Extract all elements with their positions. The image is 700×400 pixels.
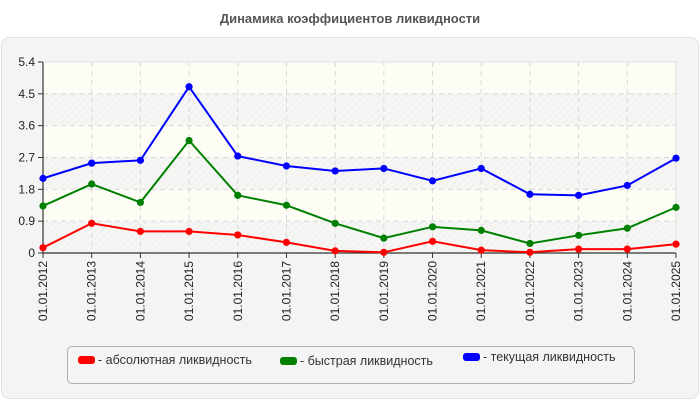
y-tick-label: 1.8: [18, 182, 35, 196]
data-point[interactable]: [185, 136, 193, 145]
plot-background: [43, 62, 676, 253]
data-point[interactable]: [234, 152, 242, 160]
data-point[interactable]: [331, 247, 339, 255]
y-tick-label: 0.9: [18, 214, 35, 228]
data-point[interactable]: [672, 240, 680, 248]
data-point[interactable]: [428, 237, 437, 245]
y-tick-label: 0: [28, 246, 35, 260]
data-point[interactable]: [88, 219, 96, 227]
data-point[interactable]: [185, 83, 193, 91]
x-tick-label: 01.01.2022: [523, 261, 537, 321]
data-point[interactable]: [39, 174, 47, 182]
data-point[interactable]: [136, 198, 144, 207]
x-axis-labels: 01.01.2012 01.01.2013 01.01.2014 01.01.2015…: [36, 261, 683, 321]
data-point[interactable]: [526, 190, 534, 198]
data-point[interactable]: [380, 164, 388, 173]
x-tick-label: 01.01.2013: [85, 261, 99, 321]
x-tick-label: 01.01.2018: [328, 261, 342, 321]
data-point[interactable]: [477, 164, 485, 173]
data-point[interactable]: [282, 238, 291, 246]
data-point[interactable]: [477, 246, 485, 254]
data-point[interactable]: [136, 227, 144, 236]
legend-swatch-red: [78, 356, 95, 364]
series-line: [42, 138, 677, 245]
data-point[interactable]: [185, 227, 193, 236]
data-point[interactable]: [331, 219, 339, 227]
data-point[interactable]: [380, 234, 388, 242]
axes: [38, 61, 677, 258]
x-tick-label: 01.01.2012: [36, 261, 50, 321]
x-tick-label: 01.01.2014: [133, 261, 147, 321]
data-point[interactable]: [623, 181, 631, 190]
x-tick-label: 01.01.2024: [620, 261, 634, 321]
data-point[interactable]: [88, 159, 96, 167]
data-point[interactable]: [575, 191, 583, 199]
data-point[interactable]: [672, 203, 680, 211]
legend-item-quick: - быстрая ликвидность: [280, 354, 433, 368]
data-point[interactable]: [234, 191, 242, 199]
legend-swatch-blue: [463, 353, 480, 361]
data-point[interactable]: [428, 223, 437, 231]
data-series: [39, 83, 680, 256]
x-tick-label: 01.01.2023: [572, 261, 586, 321]
x-tick-label: 01.01.2020: [426, 261, 440, 321]
x-tick-label: 01.01.2021: [474, 261, 488, 321]
chart-title: Динамика коэффициентов ликвидности: [219, 11, 481, 26]
legend-label: - абсолютная ликвидность: [98, 353, 252, 367]
data-point[interactable]: [39, 202, 47, 210]
legend-swatch-green: [280, 357, 297, 365]
data-point[interactable]: [331, 167, 339, 175]
x-tick-label: 01.01.2025: [669, 261, 683, 321]
x-tick-label: 01.01.2017: [279, 261, 293, 321]
x-tick-label: 01.01.2019: [377, 261, 391, 321]
legend-label: - быстрая ликвидность: [300, 354, 433, 368]
data-point[interactable]: [380, 248, 388, 256]
data-point[interactable]: [623, 245, 631, 253]
legend-item-absolute: - абсолютная ликвидность: [78, 353, 252, 367]
legend-item-current: - текущая ликвидность: [463, 350, 616, 364]
legend-label: - текущая ликвидность: [483, 350, 616, 364]
x-tick-label: 01.01.2016: [231, 261, 245, 321]
data-point[interactable]: [234, 231, 242, 239]
y-tick-label: 5.4: [18, 55, 35, 69]
data-point[interactable]: [88, 180, 96, 188]
data-point[interactable]: [575, 231, 583, 239]
legend: - абсолютная ликвидность - быстрая ликви…: [67, 346, 635, 384]
data-point[interactable]: [136, 156, 144, 164]
data-point[interactable]: [282, 162, 291, 170]
y-tick-label: 2.7: [18, 151, 35, 165]
y-tick-label: 3.6: [18, 119, 35, 133]
data-point[interactable]: [477, 226, 485, 234]
data-point[interactable]: [672, 154, 680, 162]
series-line: [42, 84, 677, 197]
series-line: [42, 222, 677, 254]
y-tick-label: 4.5: [18, 87, 35, 101]
data-point[interactable]: [428, 177, 437, 185]
y-axis-labels: 0 0.9 1.8 2.7 3.6 4.5 5.4: [18, 55, 35, 260]
data-point[interactable]: [526, 239, 534, 248]
data-point[interactable]: [526, 248, 534, 256]
data-point[interactable]: [39, 244, 47, 252]
data-point[interactable]: [282, 201, 291, 209]
data-point[interactable]: [575, 245, 583, 253]
data-point[interactable]: [623, 224, 631, 232]
x-tick-label: 01.01.2015: [182, 261, 196, 321]
